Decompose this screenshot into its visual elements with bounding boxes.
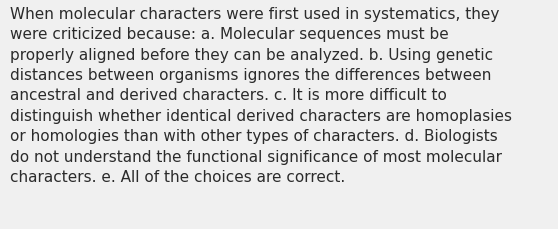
Text: When molecular characters were first used in systematics, they
were criticized b: When molecular characters were first use… — [10, 7, 512, 184]
